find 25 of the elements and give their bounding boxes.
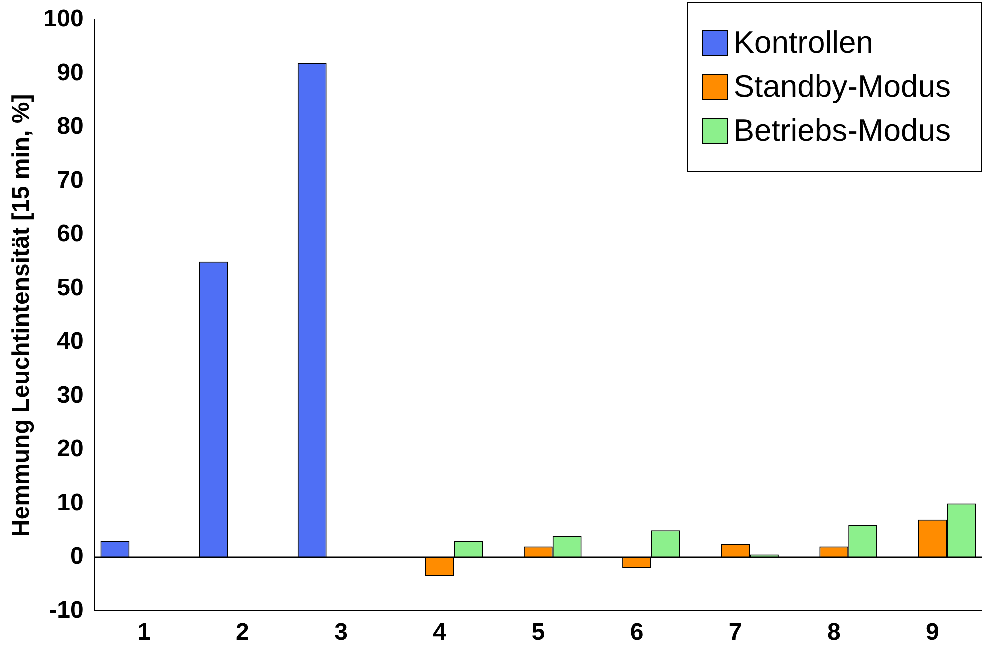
x-tick-label: 5 (532, 619, 546, 646)
legend-label: Standby-Modus (734, 69, 951, 105)
y-tick-label: 90 (57, 59, 84, 86)
legend-label: Betriebs-Modus (734, 113, 951, 149)
y-tick-label: 100 (44, 6, 84, 33)
y-tick-label: 70 (57, 166, 84, 194)
y-tick-label: 20 (57, 436, 84, 463)
y-tick-label: 60 (57, 220, 84, 248)
legend-label: Kontrollen (734, 25, 874, 61)
x-tick-label: 1 (137, 619, 151, 646)
y-tick-label: 30 (57, 382, 84, 409)
y-tick-label: 40 (57, 328, 84, 356)
y-tick-label: 50 (57, 274, 84, 302)
x-tick-label: 6 (630, 619, 644, 646)
x-tick-label: 3 (334, 619, 348, 646)
y-tick-label: -10 (49, 596, 84, 624)
x-tick-label: 7 (728, 619, 742, 646)
x-tick-label: 8 (827, 619, 841, 646)
x-tick-label: 2 (236, 619, 250, 646)
y-tick-label: 0 (70, 543, 84, 570)
y-tick-label: 80 (57, 113, 84, 140)
x-tick-label: 4 (433, 619, 448, 646)
y-tick-label: 10 (57, 489, 84, 516)
x-tick-label: 9 (926, 619, 940, 646)
y-axis-title: Hemmung Leuchtintensität [15 min, %] (8, 94, 36, 537)
